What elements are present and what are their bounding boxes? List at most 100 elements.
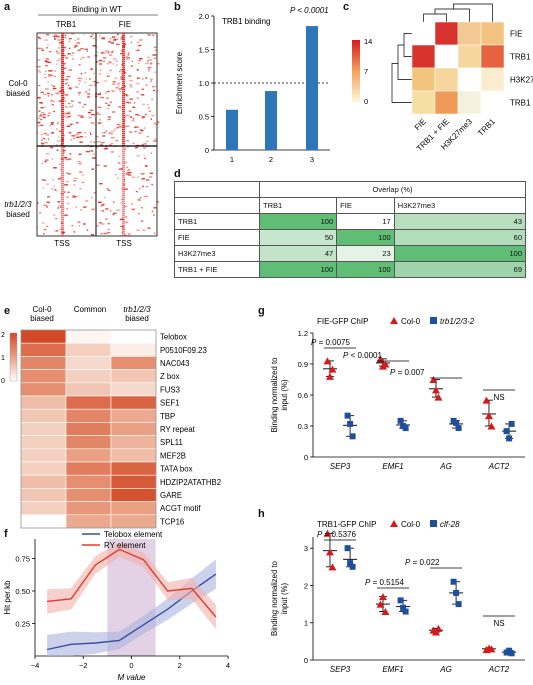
tss-signal [61,187,64,189]
tss-signal [122,163,125,165]
binding-signal [88,84,93,87]
binding-signal [154,71,156,73]
binding-signal [150,78,153,80]
binding-signal [120,78,124,80]
binding-signal [57,136,59,138]
tss-signal [61,211,64,213]
tss-signal [61,109,64,111]
binding-signal [56,60,60,62]
tss-signal [122,35,125,37]
binding-signal [107,52,109,54]
y-tick-label: 0.25 [15,620,30,629]
binding-signal [125,101,129,103]
tss-signal [61,117,64,119]
table-corner-2 [174,197,260,214]
binding-signal [86,229,89,231]
binding-signal [125,221,129,223]
column-header: Col-0 [32,305,52,314]
tss-signal [122,159,125,161]
motif-cell [110,382,157,397]
binding-signal [45,34,50,36]
tss-signal [61,79,64,81]
binding-signal [47,61,52,64]
binding-signal [78,161,81,163]
binding-signal [68,84,70,87]
binding-signal [69,153,72,155]
binding-signal [123,72,127,74]
binding-signal [46,47,48,49]
row-label: biased [6,210,30,219]
binding-signal [105,148,108,150]
binding-signal [98,201,102,203]
legend-tick-label: 2 [1,332,5,339]
binding-signal [46,153,50,155]
binding-signal [119,90,121,92]
p-value: P < 0.0001 [290,6,329,15]
binding-signal [68,69,72,71]
tss-signal [61,221,64,223]
binding-signal [120,198,123,201]
legend-label: Col-0 [401,317,421,326]
binding-signal [64,94,69,96]
data-point-col0 [381,608,390,616]
binding-signal [44,142,48,144]
binding-signal [151,34,155,36]
binding-signal [93,141,95,144]
panel-h-letter: h [258,508,265,520]
motif-cell [20,329,67,344]
legend-tick-label: 1 [1,355,5,362]
binding-signal [50,103,52,105]
binding-signal [67,191,70,193]
stat-label: NS [493,619,504,628]
tss-signal [61,33,64,35]
panel-g-letter: g [258,305,265,317]
binding-signal [155,49,158,51]
tss-signal [61,193,64,195]
binding-signal [129,116,133,118]
tss-signal [61,213,64,215]
binding-signal [150,152,152,154]
panel-f-line-chart: 0.25 0.50 0.75 −4 −2 0 2 4 Hit per kb M value Telo… [3,530,230,682]
binding-signal [150,62,153,64]
binding-signal [68,38,72,40]
data-point-mutant [347,420,354,427]
data-point-col0 [325,372,334,380]
data-point-col0 [381,360,390,368]
tss-signal [61,175,64,177]
column-header: biased [125,314,149,323]
col-label: FIE [413,117,428,132]
binding-signal [138,132,142,134]
binding-signal [37,70,40,72]
binding-signal [85,150,90,153]
binding-signal [100,52,104,54]
heatmap-cell [480,67,505,92]
binding-signal [46,134,50,136]
binding-signal [97,106,102,109]
binding-signal [58,47,60,49]
binding-signal [141,117,145,119]
x-tick-label: 0 [129,661,133,670]
binding-signal [126,146,129,148]
tss-signal [61,171,64,173]
data-point-col0 [431,628,440,636]
tss-signal [61,219,64,221]
row-label: TRB1 [510,99,531,108]
tss-signal [122,95,125,97]
binding-signal [121,50,124,52]
binding-signal [100,142,105,144]
binding-signal [91,34,94,36]
binding-signal [147,67,150,69]
binding-signal [66,202,70,205]
tss-signal [61,119,64,121]
overlap-cell: 100 [258,261,338,278]
binding-signal [79,141,83,143]
binding-signal [99,35,101,37]
binding-signal [145,84,148,86]
tss-signal [122,71,125,73]
dendrogram-top [423,13,447,22]
binding-signal [93,153,95,156]
y-tick-label: 1 [304,619,308,628]
tss-signal [122,129,125,131]
binding-signal [73,184,75,186]
